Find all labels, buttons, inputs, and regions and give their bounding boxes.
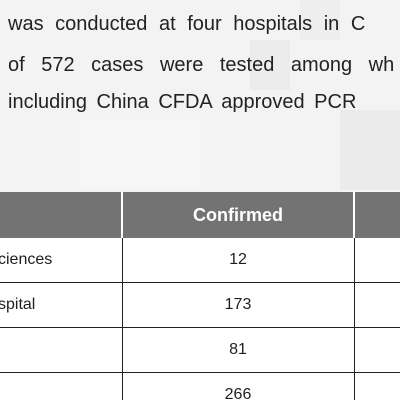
table-cell-confirmed: 173 <box>122 282 355 328</box>
table-cell-extra <box>354 327 400 373</box>
paragraph-line: of 572 cases were tested among wh <box>8 54 395 76</box>
table-row: 266 <box>0 372 400 400</box>
table-header-row: Confirmed <box>0 192 400 238</box>
table-cell-name <box>0 327 123 373</box>
table-cell-extra <box>354 372 400 400</box>
table-cell-confirmed: 266 <box>122 372 355 400</box>
table-header-name <box>0 192 123 238</box>
table-cell-name <box>0 372 123 400</box>
table-cell-confirmed: 81 <box>122 327 355 373</box>
table-cell-extra <box>354 238 400 283</box>
table-row: ciences 12 <box>0 238 400 283</box>
table-cell-confirmed: 12 <box>122 238 355 283</box>
background-tile <box>300 0 340 40</box>
table-row: 81 <box>0 327 400 373</box>
paragraph-line: was conducted at four hospitals in C <box>8 13 366 35</box>
data-table-container: Confirmed ciences 12 spital 173 81 <box>0 192 400 400</box>
table-header-confirmed: Confirmed <box>122 192 355 238</box>
table-cell-name: ciences <box>0 238 123 283</box>
background-tile <box>80 120 200 190</box>
table-row: spital 173 <box>0 282 400 328</box>
data-table: Confirmed ciences 12 spital 173 81 <box>0 192 400 400</box>
paragraph-line: including China CFDA approved PCR <box>8 91 357 113</box>
table-header-extra <box>354 192 400 238</box>
background-tile <box>340 110 400 190</box>
table-cell-name: spital <box>0 282 123 328</box>
background-tile <box>250 40 290 90</box>
table-cell-extra <box>354 282 400 328</box>
